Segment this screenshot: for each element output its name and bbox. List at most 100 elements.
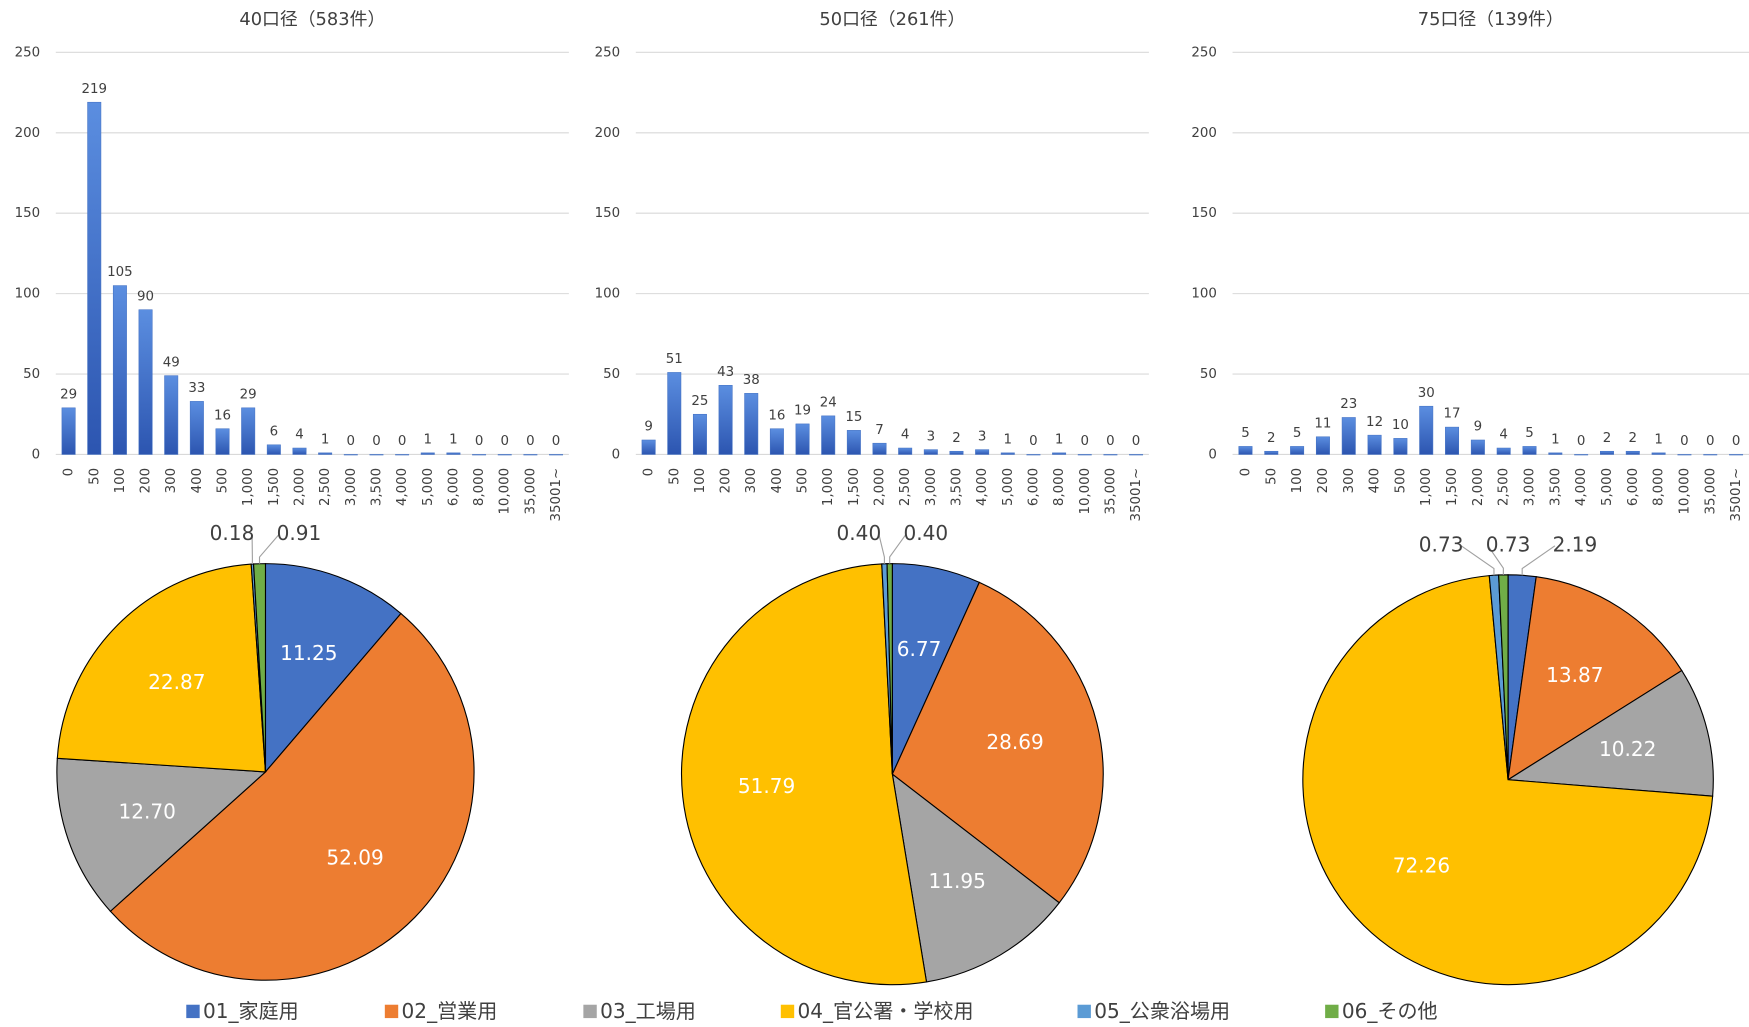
bar [1600,450,1614,455]
bar [497,454,512,456]
x-tick-label: 400 [190,468,205,493]
data-label: 2 [952,431,961,446]
x-tick-label: 1,000 [821,468,836,506]
x-tick-label: 0 [62,468,77,476]
x-tick-label: 35,000 [1103,468,1118,515]
data-label: 24 [820,395,837,410]
y-tick-label: 200 [595,126,621,141]
data-label: 0.40 [837,521,882,545]
data-label: 0.73 [1486,532,1531,556]
bar [641,439,656,455]
bar [1548,452,1563,455]
data-label: 4 [1499,428,1508,443]
pie-slice [1507,576,1683,781]
y-tick-label: 150 [1191,206,1217,221]
bar [1341,417,1356,455]
x-tick-label: 1,500 [267,468,282,506]
y-tick-label: 0 [32,447,41,462]
legend-swatch [384,1004,399,1019]
data-label: 9 [644,420,653,435]
x-tick-label: 50 [1264,468,1279,485]
x-tick-label: 4,000 [975,468,990,506]
data-label: 43 [717,365,734,380]
data-label: 29 [60,387,77,402]
bar [1000,452,1015,455]
data-label: 5 [1525,426,1534,441]
x-tick-label: 400 [1368,468,1383,493]
data-label: 49 [163,355,180,370]
x-tick-label: 50 [667,468,682,485]
bar [1703,454,1718,456]
pie-slice [56,757,267,913]
data-label: 2 [1603,431,1612,446]
legend-label: 05_公衆浴場用 [1094,999,1230,1023]
bar [420,452,435,455]
data-label: 2 [1267,431,1276,446]
y-tick-label: 250 [1191,45,1217,60]
data-label: 0.91 [277,521,322,545]
data-label: 33 [188,381,205,396]
data-label: 15 [845,410,862,425]
data-label: 0 [1680,434,1689,449]
data-label: 16 [768,408,785,423]
legend-label: 04_官公署・学校用 [798,999,974,1023]
data-label: 5 [1293,426,1302,441]
data-label: 0.18 [210,521,255,545]
data-label: 0 [500,434,509,449]
x-tick-label: 8,000 [472,468,487,506]
x-tick-label: 100 [693,468,708,493]
x-tick-label: 100 [113,468,128,493]
x-tick-label: 5,000 [1600,468,1615,506]
y-tick-label: 150 [15,206,41,221]
data-label: 105 [107,265,133,280]
x-tick-label: 3,000 [344,468,359,506]
legend-swatch [780,1004,795,1019]
data-label: 9 [1474,420,1483,435]
data-label: 11 [1314,416,1331,431]
data-label: 6 [270,424,279,439]
x-tick-label: 3,500 [369,468,384,506]
data-label: 0 [372,434,381,449]
pie-slice [264,563,402,774]
bar [1052,452,1067,455]
x-tick-label: 300 [744,468,759,493]
data-label: 12 [1366,415,1383,430]
data-label: 12.70 [119,799,176,823]
x-tick-label: 10,000 [1078,468,1093,515]
bar [975,449,990,455]
bar [1522,446,1537,455]
x-tick-label: 1,000 [1419,468,1434,506]
y-tick-label: 100 [595,287,621,302]
pie-slice [886,563,893,775]
data-label: 0 [1081,434,1090,449]
x-tick-label: 200 [1316,468,1331,493]
pie-slice [891,772,1061,983]
y-tick-label: 150 [595,206,621,221]
bar [241,407,256,455]
pie-slice [1498,574,1509,780]
legend-swatch [1077,1004,1091,1019]
bar [795,423,810,455]
leader-line [1521,545,1556,576]
x-tick-label: 1,000 [241,468,256,506]
data-label: 7 [875,423,884,438]
bar [549,454,564,456]
bar [846,430,861,455]
x-tick-label: 300 [164,468,179,493]
y-tick-label: 100 [1191,287,1217,302]
leader-line [1460,545,1495,576]
x-tick-label: 200 [139,468,154,493]
data-label: 0.40 [903,521,948,545]
x-tick-label: 35001~ [1129,468,1144,522]
x-tick-label: 500 [796,468,811,493]
x-tick-label: 6,000 [1026,468,1041,506]
bar [744,393,759,455]
data-label: 1 [1551,432,1560,447]
x-tick-label: 100 [1290,468,1305,493]
data-label: 0 [475,434,484,449]
x-tick-label: 35,000 [1703,468,1718,515]
x-tick-label: 2,000 [1471,468,1486,506]
data-label: 0 [552,434,561,449]
data-label: 1 [1055,432,1064,447]
